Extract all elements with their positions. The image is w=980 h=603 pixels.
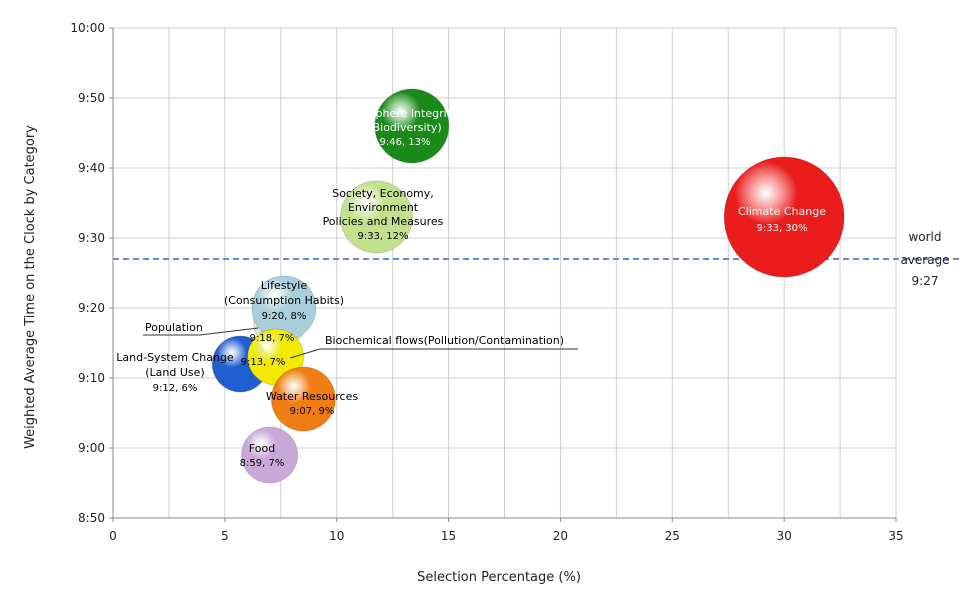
bubble-water-resources: [270, 366, 336, 432]
x-tick-label: 10: [329, 529, 344, 543]
bubble-value-label: 9:33, 30%: [756, 223, 807, 234]
bubble-category-label: Climate Change: [738, 205, 826, 218]
bubble-food: [241, 426, 299, 484]
bubble-category-label: Biochemical flows(Pollution/Contaminatio…: [325, 334, 564, 347]
bubble-category-label: Population: [145, 321, 203, 334]
x-tick-label: 35: [888, 529, 903, 543]
bubble-category-label: Lifestyle: [261, 279, 307, 292]
bubble-category-label: (Land Use): [145, 366, 204, 379]
world-average-label: average: [900, 253, 949, 267]
y-tick-label: 8:50: [78, 511, 105, 525]
x-tick-label: 25: [665, 529, 680, 543]
x-axis-title: Selection Percentage (%): [417, 570, 581, 585]
x-tick-label: 0: [109, 529, 117, 543]
y-axis-title: Weighted Average Time on the Clock by Ca…: [23, 125, 38, 449]
world-average-line: world average 9:27: [113, 230, 962, 288]
y-tick-label: 9:40: [78, 161, 105, 175]
bubble-value-label: 9:07, 9%: [290, 406, 335, 417]
x-tick-label: 15: [441, 529, 456, 543]
bubble-value-label: 9:13, 7%: [241, 357, 286, 368]
bubble-value-label: 9:18, 7%: [250, 333, 295, 344]
x-tick-label: 20: [553, 529, 568, 543]
bubble-labels: Land-System Change (Land Use) 9:12, 6% Popu…: [116, 107, 826, 469]
bubble-value-label: 9:20, 8%: [262, 311, 307, 322]
biochemical-leader-line: [289, 348, 321, 359]
bubble-society-economy: [339, 180, 413, 254]
bubble-value-label: 9:46, 13%: [379, 137, 430, 148]
x-tick-label: 5: [221, 529, 229, 543]
bubble-category-label: Food: [249, 442, 275, 455]
x-tick-label: 30: [777, 529, 792, 543]
bubble-value-label: 9:12, 6%: [153, 383, 198, 394]
bubble-value-label: 9:33, 12%: [357, 231, 408, 242]
bubble-category-label: Land-System Change: [116, 351, 234, 364]
bubble-category-label: Policies and Measures: [323, 215, 444, 228]
y-tick-label: 10:00: [70, 21, 105, 35]
bubble-category-label: Environment: [348, 201, 419, 214]
y-tick-label: 9:20: [78, 301, 105, 315]
bubble-category-label: Biosphere Integrity: [352, 107, 458, 120]
y-tick-label: 9:30: [78, 231, 105, 245]
bubble-category-label: (Biodiversity): [368, 121, 441, 134]
bubble-climate-change: [723, 156, 845, 278]
bubble-category-label: Water Resources: [266, 390, 358, 403]
axes: 0 5 10 15 20 25 30 35 8:50 9:00 9:10 9:20 9:30 9:40 9:…: [70, 21, 903, 543]
bubble-category-label: Society, Economy,: [332, 187, 434, 200]
bubble-value-label: 8:59, 7%: [240, 458, 285, 469]
bubble-biosphere-integrity: [374, 88, 450, 164]
world-average-label: 9:27: [912, 274, 939, 288]
bubbles: [211, 88, 845, 484]
y-tick-label: 9:00: [78, 441, 105, 455]
world-average-label: world: [908, 230, 941, 244]
population-leader-line: [199, 327, 259, 336]
bubble-category-label: (Consumption Habits): [224, 294, 344, 307]
y-tick-label: 9:50: [78, 91, 105, 105]
y-tick-label: 9:10: [78, 371, 105, 385]
